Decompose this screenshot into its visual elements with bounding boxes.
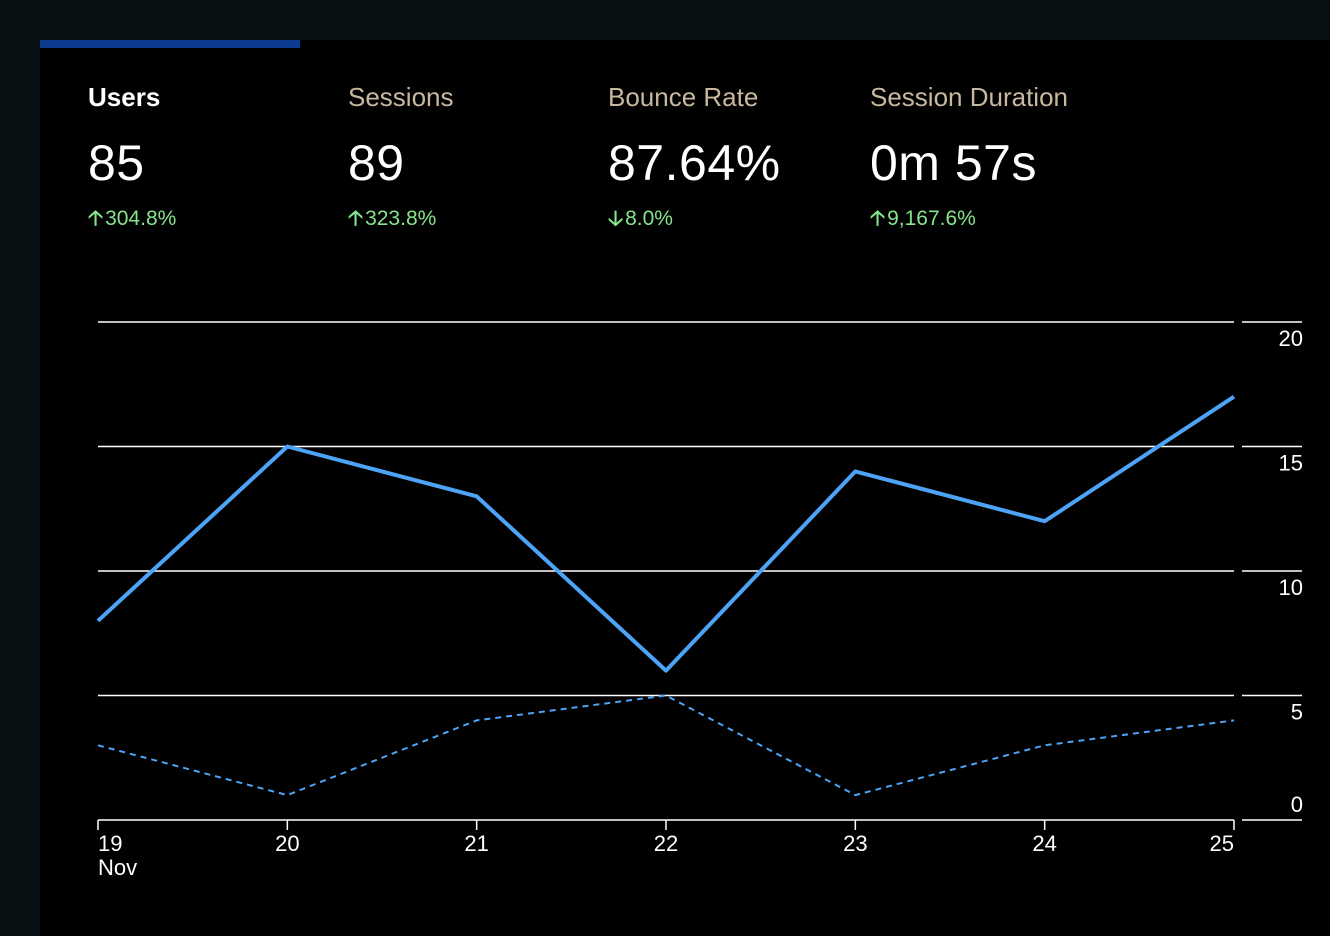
x-tick-label: 21 (464, 831, 488, 856)
arrow-up-icon: 🡡 (88, 207, 104, 230)
metric-label: Sessions (348, 82, 454, 112)
metric-label: Users (88, 82, 161, 112)
metric-value: 89 (348, 135, 405, 191)
series-line-previous (97, 694, 1235, 797)
y-tick-label: 15 (1279, 451, 1303, 476)
metric-change-value: 304.8% (105, 207, 177, 230)
metric-session-duration[interactable]: Session Duration 0m 57s 🡡9,167.6% (870, 82, 1068, 230)
arrow-up-icon: 🡡 (870, 207, 886, 230)
metric-change: 🡡323.8% (348, 204, 436, 239)
metric-change-value: 323.8% (365, 207, 437, 230)
metric-label: Bounce Rate (608, 82, 759, 112)
active-tab-indicator (40, 40, 300, 48)
arrow-up-icon: 🡡 (348, 207, 364, 230)
x-tick-label: 24 (1032, 831, 1056, 856)
x-tick-sublabel: Nov (98, 855, 137, 880)
arrow-down-icon: 🡣 (608, 207, 624, 230)
x-tick-label: 23 (843, 831, 867, 856)
metric-change: 🡡9,167.6% (870, 204, 976, 239)
y-tick-label: 10 (1279, 575, 1303, 600)
metric-bounce-rate[interactable]: Bounce Rate 87.64% 🡣8.0% (608, 82, 780, 230)
metric-change: 🡡304.8% (88, 204, 176, 239)
dashboard-panel (40, 40, 1330, 936)
x-tick-label: 25 (1210, 831, 1234, 856)
metric-value: 85 (88, 135, 145, 191)
metric-change-value: 8.0% (625, 207, 673, 230)
metric-sessions[interactable]: Sessions 89 🡡323.8% (348, 82, 454, 230)
y-tick-label: 20 (1279, 326, 1303, 351)
x-tick-label: 20 (275, 831, 299, 856)
y-tick-label: 0 (1291, 792, 1303, 817)
metric-value: 87.64% (608, 135, 781, 191)
x-tick-label: 19 (98, 831, 122, 856)
x-tick-label: 22 (654, 831, 678, 856)
y-tick-label: 5 (1291, 700, 1303, 725)
metric-users[interactable]: Users 85 🡡304.8% (88, 82, 176, 230)
metric-value: 0m 57s (870, 135, 1037, 191)
metric-change-value: 9,167.6% (887, 207, 976, 230)
series-line-current (96, 395, 1236, 673)
metric-label: Session Duration (870, 82, 1068, 112)
metric-change: 🡣8.0% (608, 204, 673, 239)
